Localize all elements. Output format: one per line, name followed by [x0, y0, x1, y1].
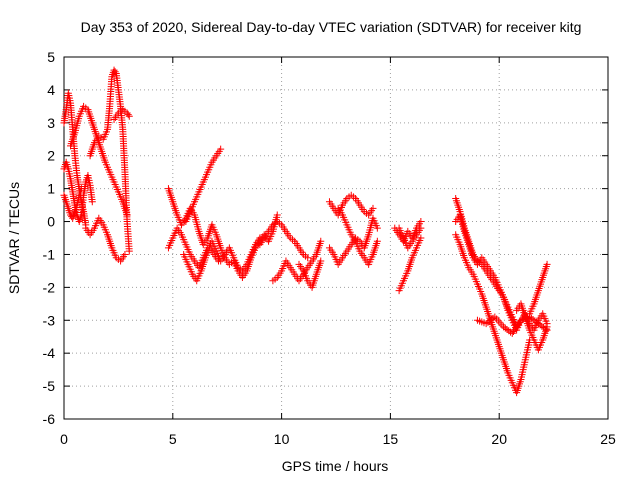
x-tick-label: 20	[491, 431, 507, 447]
data-point	[125, 247, 133, 255]
x-tick-label: 0	[60, 431, 68, 447]
series-pass-k	[182, 145, 225, 226]
y-tick-label: -5	[43, 378, 56, 394]
data-point	[543, 323, 551, 331]
data-point	[217, 145, 225, 153]
y-tick-label: -2	[43, 279, 56, 295]
series-pass-t	[395, 224, 425, 252]
x-axis: 0 5 10 15 20 25	[60, 57, 616, 447]
series-pass-c	[60, 185, 85, 222]
series-pass-p	[325, 214, 381, 268]
data-point	[417, 234, 425, 242]
y-axis-label: SDTVAR / TECUs	[6, 182, 22, 294]
series-pass-o	[325, 191, 377, 219]
series-pass-v	[452, 231, 534, 397]
series-pass-j	[180, 244, 222, 285]
series-pass-h	[164, 185, 281, 281]
data-point	[373, 224, 381, 232]
data-point	[214, 257, 222, 265]
data-marks	[60, 66, 551, 397]
data-point	[507, 328, 515, 336]
data-point	[317, 257, 325, 265]
series-pass-n	[295, 257, 325, 291]
x-tick-label: 25	[600, 431, 616, 447]
data-point	[369, 204, 377, 212]
x-tick-label: 10	[274, 431, 290, 447]
y-axis: -6 -5 -4 -3 -2 -1 0 1 2 3 4 5	[43, 49, 608, 427]
y-tick-label: 0	[47, 214, 55, 230]
x-tick-label: 5	[169, 431, 177, 447]
series-pass-l	[256, 218, 312, 262]
y-tick-label: -1	[43, 246, 56, 262]
series-pass-f	[86, 66, 133, 255]
series-pass-m	[269, 237, 325, 285]
y-tick-label: 4	[47, 82, 55, 98]
chart-title: Day 353 of 2020, Sidereal Day-to-day VTE…	[81, 19, 582, 35]
data-point	[121, 250, 129, 258]
series-pass-b	[60, 158, 96, 226]
series-pass-q	[334, 204, 381, 268]
data-point	[88, 198, 96, 206]
data-point	[317, 237, 325, 245]
y-tick-label: -6	[43, 411, 56, 427]
data-point	[124, 111, 132, 119]
series-pass-z	[526, 260, 551, 318]
x-tick-label: 15	[383, 431, 399, 447]
data-point	[489, 314, 497, 322]
series-pass-s	[395, 234, 425, 295]
data-point	[543, 260, 551, 268]
y-tick-label: 3	[47, 115, 55, 131]
y-tick-label: 2	[47, 148, 55, 164]
data-point	[417, 218, 425, 226]
y-tick-label: 1	[47, 181, 55, 197]
data-point	[111, 68, 119, 76]
x-axis-label: GPS time / hours	[282, 458, 389, 474]
y-tick-label: -4	[43, 345, 56, 361]
data-point	[417, 224, 425, 232]
y-tick-label: 5	[47, 49, 55, 65]
series-pass-g	[110, 106, 133, 124]
data-point	[273, 211, 281, 219]
series-pass-y	[513, 300, 551, 354]
data-point	[125, 112, 133, 120]
plot-frame	[63, 56, 609, 420]
data-point	[77, 185, 85, 193]
data-point	[373, 237, 381, 245]
data-point	[304, 254, 312, 262]
y-tick-label: -3	[43, 312, 56, 328]
series-pass-e	[82, 214, 129, 265]
